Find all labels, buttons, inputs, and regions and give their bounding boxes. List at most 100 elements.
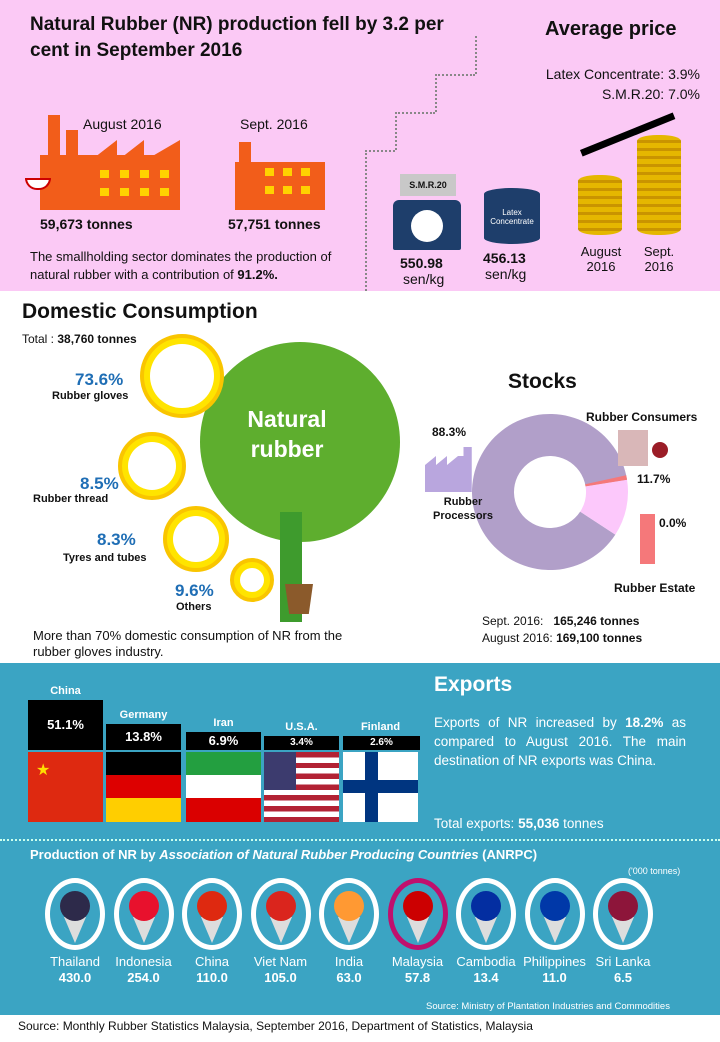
latex-unit: sen/kg <box>485 266 527 282</box>
flag-china: ★ <box>28 752 103 822</box>
country-pin-cambodia <box>456 878 516 950</box>
anrpc-title-a: Production of NR by <box>30 847 156 862</box>
domestic-total: Total : 38,760 tonnes <box>22 332 137 346</box>
scale-icon <box>393 200 461 250</box>
country-pin-malaysia <box>387 878 448 950</box>
sep-label: Sept. 2016 <box>240 116 308 132</box>
stocks-sep-value: 165,246 tonnes <box>553 614 640 628</box>
gloves-icon <box>140 334 224 418</box>
total-label: Total : <box>22 332 55 346</box>
country-value: 63.0 <box>336 970 362 985</box>
headline: Natural Rubber (NR) production fell by 3… <box>30 14 444 61</box>
average-price-title: Average price <box>545 18 677 40</box>
gloves-pct: 73.6% <box>75 370 124 389</box>
flag-usa <box>264 752 339 822</box>
others-icon <box>230 558 274 602</box>
estate-label: Rubber Estate <box>614 581 696 595</box>
thread-label: Rubber thread <box>33 493 109 505</box>
domestic-section: Domestic Consumption Total : 38,760 tonn… <box>0 292 720 662</box>
anrpc-source: Source: Ministry of Plantation Industrie… <box>426 1001 670 1012</box>
stocks-sep-label: Sept. 2016: <box>482 614 544 628</box>
country-name: Thailand <box>50 954 100 969</box>
smr-unit: sen/kg <box>403 271 445 287</box>
country-value: 110.0 <box>196 970 228 985</box>
flag-iran <box>186 752 261 822</box>
tree-label: Natural rubber <box>247 406 327 462</box>
processors-pct: 88.3% <box>432 425 467 439</box>
country-name: Indonesia <box>115 954 172 969</box>
country-value: 13.4 <box>473 970 499 985</box>
smallholding-note: The smallholding sector dominates the pr… <box>30 248 360 284</box>
coin-sep-label: Sept. 2016 <box>643 244 675 274</box>
country-name: China <box>195 954 229 969</box>
others-label: Others <box>176 601 212 613</box>
gloves-label: Rubber gloves <box>52 390 129 402</box>
aug-value: 59,673 tonnes <box>40 216 133 232</box>
country-pin-philippines <box>524 878 585 950</box>
country-pin-india <box>319 878 379 950</box>
note-value: 91.2%. <box>237 267 278 282</box>
stocks-aug-label: August 2016: <box>482 631 553 645</box>
anrpc-title-c: (ANRPC) <box>482 847 538 862</box>
sep-value: 57,751 tonnes <box>228 216 321 232</box>
stocks-aug: August 2016: 169,100 tonnes <box>482 631 642 645</box>
export-country-label: Germany <box>119 709 168 722</box>
country-name: Viet Nam <box>253 954 308 969</box>
export-bar: 2.6% <box>343 736 420 750</box>
stocks-sep: Sept. 2016: 165,246 tonnes <box>482 614 639 628</box>
cup-icon <box>285 584 313 614</box>
domestic-note: More than 70% domestic consumption of NR… <box>33 628 343 659</box>
country-name: Cambodia <box>456 954 516 969</box>
total-exports-label: Total exports: <box>434 816 515 831</box>
export-bar: 6.9% <box>186 731 261 750</box>
desc-a: Exports of NR increased by <box>434 715 617 730</box>
latex-bucket: Latex Concentrate <box>484 188 540 244</box>
consumers-label: Rubber Consumers <box>586 410 698 424</box>
latex-price: 456.13 <box>483 250 526 266</box>
export-bar: 13.8% <box>106 724 181 750</box>
exports-title: Exports <box>434 673 513 696</box>
donut-slice-rubber-consumers <box>580 479 628 535</box>
donut-slice-rubber-estate <box>585 475 628 487</box>
estate-pct: 0.0% <box>659 516 687 530</box>
flag-germany <box>106 752 181 822</box>
smr-change: S.M.R.20: 7.0% <box>601 86 700 102</box>
factory-icon-sep <box>235 140 325 210</box>
total-exports-unit: tonnes <box>563 816 604 831</box>
country-value: 254.0 <box>127 970 160 985</box>
total-value: 38,760 tonnes <box>57 332 137 346</box>
rubber-tree-icon <box>640 514 655 564</box>
dotted-stair <box>475 36 485 74</box>
donut-slice-rubber-processors <box>472 414 628 570</box>
country-value: 105.0 <box>264 970 297 985</box>
export-bar: 51.1% <box>28 700 103 750</box>
desc-b: 18.2% <box>625 715 664 730</box>
country-pin-sri-lanka <box>593 878 653 950</box>
flag-finland <box>343 752 418 822</box>
dotted-stair <box>395 112 435 150</box>
total-exports-value: 55,036 <box>518 816 560 831</box>
others-pct: 9.6% <box>175 581 214 600</box>
export-country-label: U.S.A. <box>285 721 318 733</box>
processors-label: Rubber Processors <box>433 496 493 522</box>
export-country-label: China <box>50 685 81 697</box>
anrpc-title: Production of NR by Association of Natur… <box>30 847 537 862</box>
tyre-small-icon <box>652 442 668 458</box>
aug-label: August 2016 <box>83 116 162 132</box>
consumers-pct: 11.7% <box>637 472 671 486</box>
dotted-stair <box>365 150 395 291</box>
domestic-title: Domestic Consumption <box>22 300 258 323</box>
exports-total: Total exports: 55,036 tonnes <box>434 816 604 831</box>
exports-desc: Exports of NR increased by 18.2% as comp… <box>434 713 686 770</box>
stocks-donut <box>472 414 628 570</box>
country-value: 430.0 <box>58 970 92 985</box>
tyre-icon <box>163 506 229 572</box>
country-pin-indonesia <box>113 878 174 950</box>
production-section: Natural Rubber (NR) production fell by 3… <box>0 0 720 291</box>
country-value: 11.0 <box>542 970 567 985</box>
dotted-stair <box>435 74 475 112</box>
export-bar: 3.4% <box>264 736 339 750</box>
footer-source: Source: Monthly Rubber Statistics Malays… <box>18 1019 533 1033</box>
smr-block: S.M.R.20 <box>400 174 456 196</box>
country-pin-china <box>182 878 242 950</box>
